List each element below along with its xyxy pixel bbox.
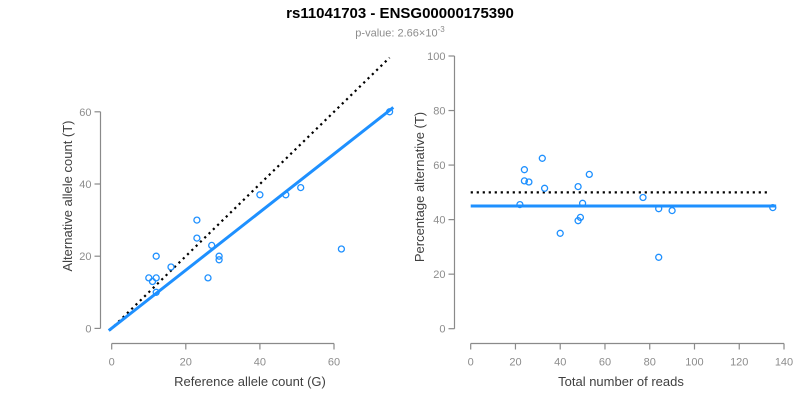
data-point <box>538 154 546 162</box>
y-axis-title: Alternative allele count (T) <box>60 120 75 271</box>
data-point <box>215 256 223 264</box>
y-axis: 0 20 40 60 Alternative allele count (T) <box>60 107 102 335</box>
data-point <box>282 191 290 199</box>
y-tick-label: 80 <box>433 106 445 118</box>
data-point <box>655 253 663 261</box>
x-axis-title: Reference allele count (G) <box>174 374 326 389</box>
y-tick-label: 20 <box>433 269 445 281</box>
data-point <box>668 206 676 215</box>
data-point <box>193 216 201 224</box>
x-tick-label: 20 <box>180 357 192 369</box>
figure-subtitle: p-value: 2.66×10-3 <box>0 25 800 40</box>
data-point <box>152 288 160 296</box>
y-tick-label: 60 <box>79 107 91 119</box>
data-points <box>145 108 394 296</box>
data-point <box>385 108 394 116</box>
data-point <box>576 213 585 222</box>
data-point <box>516 200 524 209</box>
data-point <box>578 199 587 207</box>
y-tick-label: 40 <box>433 215 445 227</box>
data-point <box>208 241 216 250</box>
data-point <box>540 184 549 192</box>
data-point <box>256 191 264 199</box>
data-points <box>516 154 777 261</box>
data-point <box>520 177 529 185</box>
y-tick-label: 0 <box>439 324 445 336</box>
x-tick-label: 40 <box>554 357 566 369</box>
data-point <box>193 234 201 242</box>
x-tick-label: 0 <box>468 357 474 369</box>
x-tick-label: 0 <box>109 357 115 369</box>
data-point <box>148 277 157 286</box>
data-point <box>520 166 529 174</box>
data-point <box>525 178 533 186</box>
data-point <box>655 205 663 213</box>
y-tick-label: 60 <box>433 160 445 172</box>
data-point <box>167 263 175 271</box>
figure-title: rs11041703 - ENSG00000175390 <box>286 5 514 22</box>
data-point <box>215 252 223 260</box>
data-point <box>145 274 153 282</box>
y-tick-label: 40 <box>79 179 91 191</box>
pvalue-exponent: -3 <box>437 25 445 34</box>
data-point <box>585 170 593 179</box>
y-axis-title: Percentage alternative (T) <box>412 112 427 262</box>
y-axis: 0 20 40 60 80 100 Percentage alternative (T) <box>412 51 456 336</box>
x-tick-label: 60 <box>328 357 340 369</box>
data-point <box>574 182 582 191</box>
pvalue-text: p-value: 2.66×10 <box>355 27 438 40</box>
x-tick-label: 60 <box>599 357 611 369</box>
x-tick-label: 20 <box>509 357 521 369</box>
data-point <box>152 252 160 260</box>
x-tick-label: 120 <box>730 357 748 369</box>
y-tick-label: 100 <box>427 51 445 63</box>
data-point <box>204 274 212 282</box>
y-tick-label: 20 <box>79 251 91 263</box>
data-point <box>769 203 777 212</box>
data-point <box>639 193 647 202</box>
x-tick-label: 100 <box>685 357 703 369</box>
data-point <box>297 183 305 192</box>
x-tick-label: 40 <box>254 357 266 369</box>
fit-line <box>107 106 395 332</box>
x-axis: 0 20 40 60 80 100 120 140 Total number of reads <box>468 342 793 389</box>
data-point <box>337 245 346 253</box>
data-point <box>556 229 564 237</box>
x-tick-label: 80 <box>644 357 656 369</box>
y-tick-label: 0 <box>85 323 91 335</box>
x-tick-label: 140 <box>775 357 793 369</box>
x-axis-title: Total number of reads <box>558 374 684 389</box>
identity-line <box>109 56 391 331</box>
data-point <box>152 274 160 282</box>
